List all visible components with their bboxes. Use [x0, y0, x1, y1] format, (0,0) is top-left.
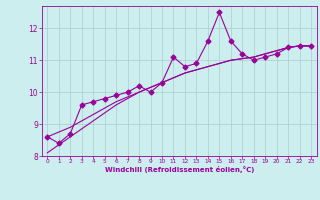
X-axis label: Windchill (Refroidissement éolien,°C): Windchill (Refroidissement éolien,°C) [105, 166, 254, 173]
